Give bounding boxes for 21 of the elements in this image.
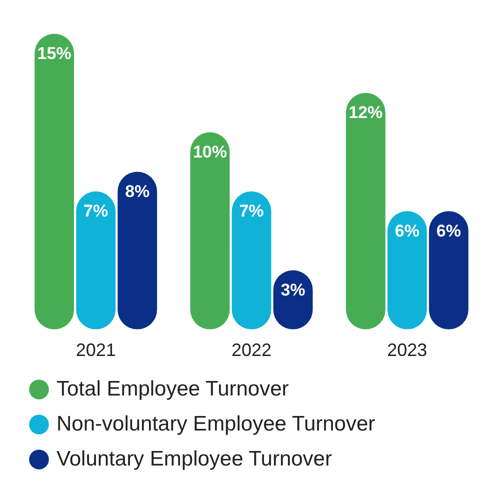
x-tick-label: 2022 <box>231 340 272 360</box>
bar <box>76 191 116 330</box>
data-label: 15% <box>37 44 72 63</box>
data-label: 8% <box>125 182 150 201</box>
bar <box>232 191 272 330</box>
bar <box>118 172 158 330</box>
data-label: 6% <box>436 221 461 240</box>
data-label: 3% <box>280 280 306 300</box>
legend-label: Non-voluntary Employee Turnover <box>56 412 376 436</box>
data-label: 6% <box>394 221 420 240</box>
data-label: 12% <box>348 103 383 122</box>
bar <box>190 132 230 330</box>
x-tick-label: 2023 <box>387 340 428 360</box>
legend-label: Voluntary Employee Turnover <box>56 447 332 470</box>
legend-label: Total Employee Turnover <box>56 377 289 400</box>
x-tick-label: 2021 <box>76 340 116 360</box>
data-label: 10% <box>192 142 228 162</box>
data-label: 7% <box>239 202 264 221</box>
bar <box>34 34 74 330</box>
bar <box>346 92 386 330</box>
data-label: 7% <box>84 202 108 221</box>
